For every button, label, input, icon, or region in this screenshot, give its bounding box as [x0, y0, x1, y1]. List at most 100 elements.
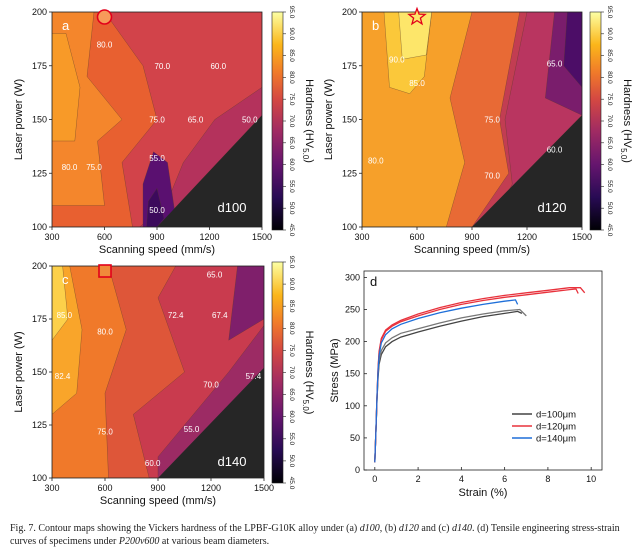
x-axis-label: Scanning speed (mm/s)	[100, 495, 216, 507]
contour-label: 85.0	[409, 79, 425, 88]
y-tick-label: 100	[32, 473, 47, 483]
x-tick-label: 0	[372, 474, 377, 484]
x-tick-label: 900	[464, 232, 479, 242]
contour-label: 65.0	[547, 60, 563, 69]
y-tick-label: 125	[342, 168, 357, 178]
colorbar-label: Hardness (HV5.0)	[619, 79, 633, 163]
x-tick-label: 600	[409, 232, 424, 242]
panel-letter: d	[370, 274, 377, 289]
y-tick-label: 150	[32, 115, 47, 125]
contour-label: 72.4	[168, 311, 184, 320]
x-tick-label: 1500	[252, 232, 272, 242]
contour-label: 75.0	[86, 163, 102, 172]
x-tick-label: 1200	[199, 232, 219, 242]
contour-level-2	[563, 12, 582, 88]
panel-name: d100	[218, 200, 247, 215]
contour-level-6	[398, 12, 432, 60]
colorbar-tick-label: 75.0	[288, 344, 295, 357]
colorbar-tick-label: 90.0	[288, 278, 295, 291]
x-tick-label: 300	[354, 232, 369, 242]
contour-field	[52, 266, 264, 478]
colorbar-tick-label: 65.0	[606, 136, 613, 149]
panel-letter: a	[62, 18, 70, 33]
colorbar-tick-label: 75.0	[606, 93, 613, 106]
panel-name: d120	[538, 200, 567, 215]
colorbar-tick-label: 45.0	[288, 224, 295, 237]
colorbar-tick-label: 90.0	[288, 27, 295, 40]
y-axis-label: Laser power (W)	[13, 79, 25, 160]
y-tick-label: 150	[345, 369, 360, 379]
contour-label: 67.4	[212, 311, 228, 320]
x-tick-label: 2	[416, 474, 421, 484]
colorbar-gradient	[589, 11, 602, 231]
contour-label: 55.0	[184, 425, 200, 434]
colorbar: 95.0 90.0 85.0 80.0 75.0 70.0 65.0 60.0 55.0 50.0…	[271, 256, 315, 490]
y-tick-label: 50	[350, 433, 360, 443]
colorbar-tick-label: 55.0	[288, 432, 295, 445]
contour-label: 80.0	[368, 156, 384, 165]
contour-label: 75.0	[484, 116, 500, 125]
x-tick-label: 4	[459, 474, 464, 484]
contour-label: 60.0	[145, 459, 161, 468]
y-tick-label: 175	[32, 314, 47, 324]
colorbar-label: Hardness (HV5.0)	[301, 79, 315, 163]
x-axis-label: Scanning speed (mm/s)	[414, 244, 530, 256]
series-line	[374, 299, 519, 463]
contour-label: 55.0	[149, 154, 165, 163]
y-axis-label: Stress (MPa)	[329, 338, 341, 402]
colorbar-tick-label: 60.0	[606, 158, 613, 171]
no-data-region	[472, 115, 582, 227]
contour-label: 50.0	[149, 206, 165, 215]
y-axis-label: Laser power (W)	[323, 79, 335, 160]
contour-label: 60.0	[210, 62, 226, 71]
contour-label: 80.0	[97, 40, 113, 49]
contour-label: 70.0	[484, 171, 500, 180]
y-tick-label: 150	[342, 115, 357, 125]
colorbar-tick-label: 80.0	[288, 322, 295, 335]
x-tick-label: 600	[97, 232, 112, 242]
contour-level-2	[228, 266, 264, 341]
legend-entry: d=100μm	[536, 410, 576, 421]
contour-label: 57.4	[246, 372, 262, 381]
y-tick-label: 100	[32, 222, 47, 232]
colorbar-tick-label: 55.0	[606, 180, 613, 193]
panel-letter: b	[372, 18, 379, 33]
contour-label: 70.0	[154, 62, 170, 71]
colorbar-tick-label: 70.0	[288, 366, 295, 379]
optimum-circle-marker	[96, 9, 113, 25]
contour-label: 65.0	[207, 270, 223, 279]
colorbar-tick-label: 65.0	[288, 136, 295, 149]
contour-level-6	[52, 266, 69, 341]
x-tick-label: 300	[44, 483, 59, 493]
contour-level-6	[146, 187, 165, 227]
x-tick-label: 600	[97, 483, 112, 493]
hardness-map-b: 90.0 85.0 65.0 75.0 60.0 80.0 70.0 300 600 900 120…	[323, 6, 633, 256]
x-tick-label: 1500	[572, 232, 592, 242]
colorbar-tick-label: 50.0	[606, 202, 613, 215]
colorbar-tick-label: 95.0	[288, 6, 295, 19]
x-tick-label: 300	[44, 232, 59, 242]
no-data-region	[157, 115, 262, 227]
x-tick-label: 900	[150, 483, 165, 493]
y-tick-label: 175	[342, 61, 357, 71]
x-axis-label: Scanning speed (mm/s)	[99, 244, 215, 256]
colorbar-tick-label: 80.0	[606, 71, 613, 84]
x-tick-label: 6	[502, 474, 507, 484]
legend-entry: d=120μm	[536, 422, 576, 433]
contour-level-4	[52, 33, 81, 142]
colorbar-tick-label: 75.0	[288, 93, 295, 106]
legend-entry: d=140μm	[536, 434, 576, 445]
contour-label: 82.4	[55, 372, 71, 381]
y-tick-label: 150	[32, 367, 47, 377]
colorbar-label: Hardness (HV5.0)	[301, 331, 315, 415]
y-tick-label: 125	[32, 420, 47, 430]
colorbar-tick-label: 45.0	[606, 224, 613, 237]
colorbar-tick-label: 95.0	[288, 256, 295, 269]
contour-label: 75.0	[97, 427, 113, 436]
y-tick-label: 200	[32, 261, 47, 271]
contour-label: 80.0	[97, 328, 113, 337]
colorbar-tick-label: 45.0	[288, 477, 295, 490]
panel-letter: c	[62, 272, 69, 287]
